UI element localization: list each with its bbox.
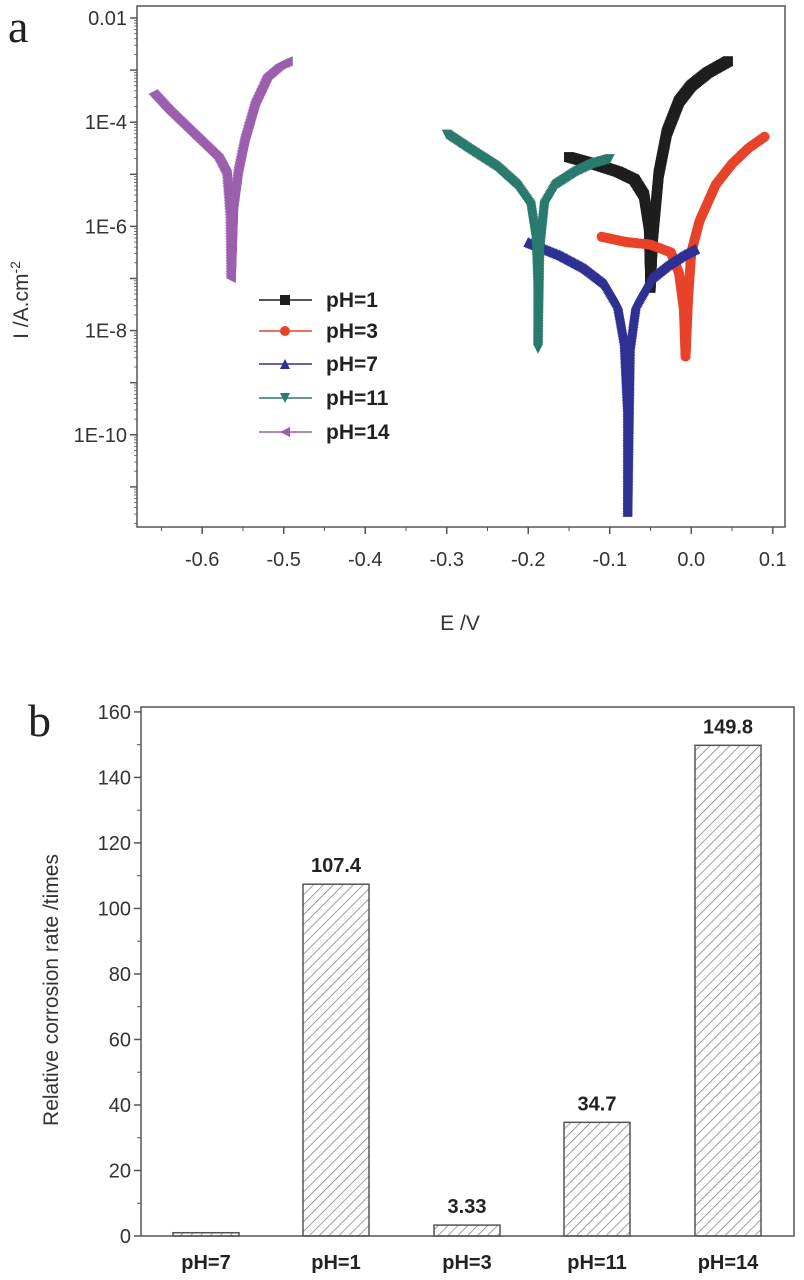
x-category-label: pH=11 xyxy=(567,1252,626,1274)
series-pH-11 xyxy=(441,129,615,354)
legend-marker xyxy=(280,295,290,305)
x-tick-label: -0.3 xyxy=(430,549,464,571)
series-pH-14 xyxy=(148,56,293,283)
x-tick-label: 0.1 xyxy=(759,549,787,571)
y-tick-label: 1E-10 xyxy=(74,425,127,447)
legend-marker xyxy=(280,393,290,403)
y-axis-label-sup: -2 xyxy=(7,261,23,274)
data-point xyxy=(759,131,770,142)
legend-marker xyxy=(280,427,290,437)
plot-frame-a xyxy=(136,5,786,528)
y-axis-label-text: I /A.cm xyxy=(10,274,33,339)
x-tick-label: -0.6 xyxy=(185,549,219,571)
bar xyxy=(433,1224,501,1237)
y-tick-label: 160 xyxy=(98,702,131,724)
x-tick-label: -0.2 xyxy=(511,549,545,571)
series-pH-1 xyxy=(564,56,733,293)
x-category-label: pH=14 xyxy=(698,1252,759,1274)
bar-value-label: 3.33 xyxy=(448,1196,487,1218)
legend-label: pH=11 xyxy=(326,387,389,410)
y-tick-label: 0.01 xyxy=(88,8,127,30)
bar-value-label: 34.7 xyxy=(578,1093,617,1115)
panel-label-a: a xyxy=(8,1,28,52)
y-tick-label: 120 xyxy=(98,833,131,855)
y-axis-label-b: Relative corrosion rate /times xyxy=(40,854,63,1126)
data-point xyxy=(604,154,615,165)
y-tick-label: 100 xyxy=(98,898,131,920)
bar xyxy=(694,744,762,1237)
series-pH-7 xyxy=(523,237,701,517)
legend-label: pH=14 xyxy=(326,421,390,444)
y-tick-label: 1E-4 xyxy=(85,112,127,134)
x-category-label: pH=7 xyxy=(181,1252,230,1274)
legend-marker xyxy=(280,359,290,369)
x-category-label: pH=1 xyxy=(311,1252,360,1274)
data-point xyxy=(282,56,293,67)
bar-value-label: 149.8 xyxy=(703,716,753,738)
legend-label: pH=1 xyxy=(326,289,378,312)
x-tick-label: 0.0 xyxy=(677,549,705,571)
series-line xyxy=(528,241,696,512)
bar xyxy=(302,883,370,1237)
bar-value-label: 107.4 xyxy=(311,855,362,877)
plot-frame-b xyxy=(140,706,795,1237)
data-point xyxy=(722,56,733,67)
x-category-label: pH=3 xyxy=(442,1252,491,1274)
panel-label-b: b xyxy=(28,695,51,746)
y-tick-label: 80 xyxy=(109,964,131,986)
y-tick-label: 40 xyxy=(109,1095,131,1117)
y-tick-label: 60 xyxy=(109,1029,131,1051)
y-tick-label: 140 xyxy=(98,767,131,789)
y-tick-label: 20 xyxy=(109,1160,131,1182)
x-tick-label: -0.5 xyxy=(266,549,300,571)
x-tick-label: -0.4 xyxy=(348,549,382,571)
bar xyxy=(563,1121,631,1237)
data-point xyxy=(690,243,701,254)
y-tick-label: 0 xyxy=(120,1226,131,1248)
x-axis-label-a: E /V xyxy=(440,612,480,635)
x-tick-label: -0.1 xyxy=(593,549,627,571)
legend-label: pH=7 xyxy=(326,353,378,376)
legend: pH=1 pH=3 pH=7 pH=11 pH=14 xyxy=(259,289,390,444)
y-axis-label-a: I /A.cm-2 xyxy=(7,261,33,339)
corrosion-rate-bar-chart: b 107.4 3.33 34.7 149.8 0 20 40 60 80 100 120 140 1… xyxy=(28,695,795,1274)
y-tick-label: 1E-6 xyxy=(85,216,127,238)
y-tick-label: 1E-8 xyxy=(85,321,127,343)
legend-label: pH=3 xyxy=(326,320,378,343)
polarization-chart: a -0.6 -0.5 -0.4 -0.3 -0.2 -0.1 0.0 0.1 0.01 1E-4… xyxy=(7,1,787,635)
legend-marker xyxy=(280,326,290,336)
